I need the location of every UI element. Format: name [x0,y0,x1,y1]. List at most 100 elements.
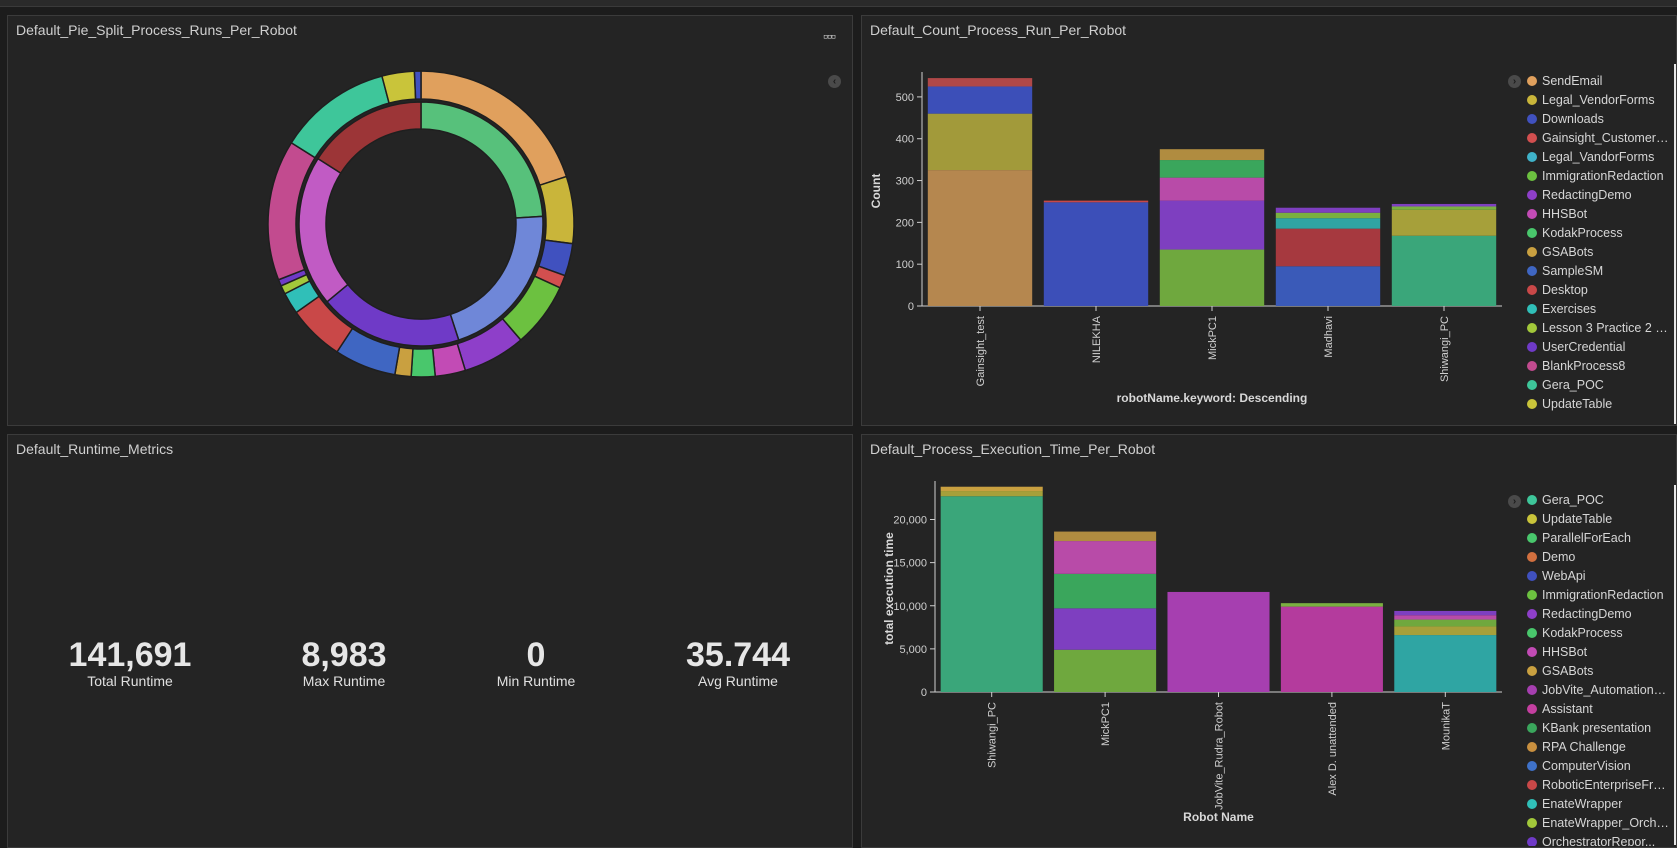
legend-item[interactable]: RedactingDemo [1527,185,1670,204]
outer-ring-slice[interactable] [410,347,437,378]
bar-segment[interactable] [1394,635,1497,692]
count-panel: Default_Count_Process_Run_Per_Robot 0 100… [861,15,1677,426]
legend-item[interactable]: Downloads [1527,109,1670,128]
bar-segment[interactable] [940,491,1043,497]
outer-ring-slice[interactable] [413,70,422,100]
bar-segment[interactable] [1159,200,1265,250]
legend-item[interactable]: KodakProcess [1527,223,1670,242]
legend-item[interactable]: ParallelForEach [1527,528,1670,547]
legend-swatch [1527,398,1537,409]
legend-item[interactable]: JobVite_Automation_J... [1527,680,1670,699]
legend-item[interactable]: Desktop [1527,280,1670,299]
bar-segment[interactable] [940,496,1043,692]
panel-options-icon[interactable]: ▫▫▫ [823,28,836,44]
legend-item[interactable]: GSABots [1527,242,1670,261]
legend-item[interactable]: OrchestratorRepor... [1527,832,1670,846]
legend-item[interactable]: RedactingDemo [1527,604,1670,623]
legend-item[interactable]: HHSBot [1527,204,1670,223]
legend-swatch [1527,151,1537,162]
legend-item[interactable]: Legal_VendorForms [1527,90,1670,109]
legend-label: KodakProcess [1542,625,1623,640]
bar-segment[interactable] [1275,266,1381,306]
bar-segment[interactable] [1043,200,1149,203]
x-tick-label: JobVite_Rudra_Robot [1214,702,1226,810]
legend-item[interactable]: ImmigrationRedaction [1527,166,1670,185]
bar-segment[interactable] [927,170,1033,306]
legend-swatch [1527,684,1537,695]
bar-segment[interactable] [1275,207,1381,213]
x-axis-title: Robot Name [1183,810,1254,824]
bar-segment[interactable] [1394,626,1497,636]
legend-item[interactable]: UpdateTable [1527,509,1670,528]
legend-item[interactable]: Exercises [1527,299,1670,318]
bar-segment[interactable] [1275,212,1381,219]
bar-segment[interactable] [1391,235,1497,306]
bar-segment[interactable] [1280,606,1383,692]
bar-segment[interactable] [1280,603,1383,607]
legend-item[interactable]: GSABots [1527,661,1670,680]
legend-item[interactable]: BlankProcess8 [1527,356,1670,375]
legend-scrollbar[interactable] [1674,485,1676,845]
legend-item[interactable]: Gainsight_Customer_... [1527,128,1670,147]
legend-item[interactable]: WebApi [1527,413,1670,418]
bar-segment[interactable] [1043,202,1149,306]
legend-item[interactable]: HHSBot [1527,642,1670,661]
inner-ring-slice[interactable] [316,101,422,175]
legend-item[interactable]: SendEmail [1527,71,1670,90]
bar-segment[interactable] [1394,610,1497,616]
bar-segment[interactable] [1394,615,1497,620]
bar-segment[interactable] [1054,649,1157,692]
y-tick-label: 0 [908,301,914,313]
legend-item[interactable]: KBank presentation [1527,718,1670,737]
legend-swatch [1527,360,1537,371]
legend-item[interactable]: Gera_POC [1527,490,1670,509]
count-bar-chart: 0 100 200 300 400 500 Gainsight_test NILEKHA Mic… [869,72,1502,405]
legend-item[interactable]: Assistant [1527,699,1670,718]
legend-item[interactable]: ComputerVision [1527,756,1670,775]
bar-segment[interactable] [1391,203,1497,207]
x-tick-label: Madhavi [1323,316,1335,358]
legend-toggle-icon[interactable]: › [1508,75,1521,88]
bar-segment[interactable] [1394,619,1497,627]
legend-swatch [1527,379,1537,390]
bar-segment[interactable] [1054,573,1157,609]
legend-item[interactable]: EnateWrapper [1527,794,1670,813]
bar-segment[interactable] [1054,541,1157,574]
legend-item[interactable]: UserCredential [1527,337,1670,356]
legend-item[interactable]: EnateWrapper_Orche... [1527,813,1670,832]
bar-segment[interactable] [1275,228,1381,267]
legend-item[interactable]: RPA Challenge [1527,737,1670,756]
exec-panel: Default_Process_Execution_Time_Per_Robot… [861,434,1677,848]
legend-item[interactable]: UpdateTable [1527,394,1670,413]
x-tick-label: MickPC1 [1100,702,1112,746]
legend-item[interactable]: WebApi [1527,566,1670,585]
legend-item[interactable]: Demo [1527,547,1670,566]
legend-label: WebApi [1542,568,1586,583]
bar-segment[interactable] [940,486,1043,492]
bar-segment[interactable] [1391,206,1497,210]
legend-scrollbar[interactable] [1674,64,1676,424]
bar-segment[interactable] [1159,149,1265,161]
bar-segment[interactable] [1391,209,1497,236]
legend-item[interactable]: Gera_POC [1527,375,1670,394]
x-tick-label: Shiwangi_PC [1439,316,1451,382]
legend-toggle-icon[interactable]: › [1508,495,1521,508]
bar-segment[interactable] [927,113,1033,171]
bar-segment[interactable] [1275,218,1381,229]
legend-item[interactable]: RoboticEnterpriseFra... [1527,775,1670,794]
legend-item[interactable]: SampleSM [1527,261,1670,280]
bar-segment[interactable] [1159,249,1265,306]
legend-toggle-icon[interactable]: ‹ [828,75,841,88]
legend-item[interactable]: Legal_VandorForms [1527,147,1670,166]
bar-segment[interactable] [1167,591,1270,692]
legend-item[interactable]: Lesson 3 Practice 2 - ... [1527,318,1670,337]
bar-segment[interactable] [1054,531,1157,542]
bar-segment[interactable] [1159,160,1265,178]
outer-ring-slice[interactable] [538,175,575,245]
legend-item[interactable]: KodakProcess [1527,623,1670,642]
bar-segment[interactable] [927,78,1033,87]
bar-segment[interactable] [927,86,1033,114]
bar-segment[interactable] [1054,608,1157,650]
bar-segment[interactable] [1159,177,1265,201]
legend-item[interactable]: ImmigrationRedaction [1527,585,1670,604]
